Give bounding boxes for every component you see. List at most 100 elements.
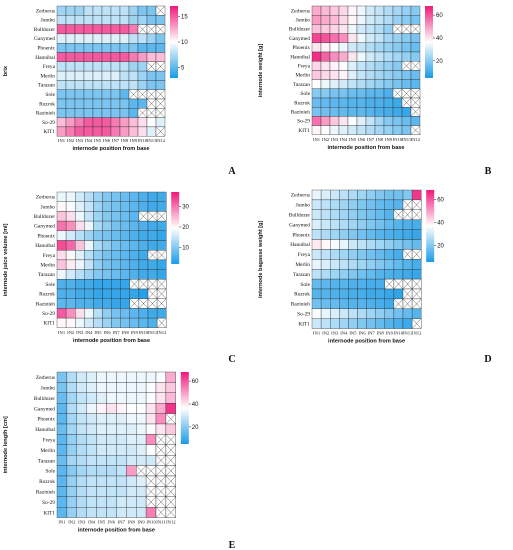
heatmap-cell: [311, 278, 322, 290]
heatmap-cell: [347, 70, 358, 80]
missing-cross-mark: [402, 199, 413, 210]
heatmap-cell: [83, 89, 94, 100]
heatmap-cell: [96, 486, 107, 497]
heatmap-cell: [393, 239, 404, 250]
heatmap-cell: [348, 278, 358, 290]
heatmap-cell: [66, 444, 77, 456]
heatmap-cell: [320, 24, 331, 34]
heatmap-cell: [138, 230, 149, 241]
x-axis-label: internode position from base: [72, 146, 149, 152]
heatmap-cell: [84, 269, 94, 280]
heatmap-cell: [392, 79, 403, 89]
heatmap-cell: [311, 269, 322, 280]
heatmap-cell: [74, 89, 85, 100]
heatmap-cell: [120, 211, 130, 222]
heatmap-cell: [84, 317, 94, 328]
heatmap-cell: [339, 239, 349, 250]
row-label-variety: Freya: [43, 64, 56, 70]
heatmap-cell: [75, 230, 85, 241]
heatmap-cell: [75, 240, 85, 251]
heatmap-cell: [374, 24, 385, 34]
heatmap-cell: [92, 108, 103, 118]
heatmap-cell: [356, 24, 367, 34]
heatmap-cell: [347, 88, 358, 99]
heatmap-cell: [111, 240, 121, 251]
heatmap-cell: [86, 371, 97, 383]
column-label-internode: IN4: [85, 138, 93, 143]
heatmap-cell: [92, 98, 103, 109]
heatmap-cell: [136, 434, 147, 445]
heatmap-panel-internode-weight: Zerberus Jumbo Bulldozer Ganymed Phoenix Hann…: [258, 5, 492, 177]
heatmap-cell: [357, 298, 367, 309]
heatmap-cell: [365, 51, 376, 62]
y-axis-label: internode weight [g]: [258, 44, 264, 98]
heatmap-cell: [56, 117, 67, 128]
heatmap-cell: [136, 455, 147, 466]
heatmap-cell: [74, 61, 85, 72]
heatmap-cell: [155, 15, 166, 25]
heatmap-cell: [126, 496, 137, 508]
heatmap-cell: [116, 423, 127, 435]
heatmap-cell: [128, 80, 139, 90]
heatmap-cell: [65, 279, 76, 290]
heatmap-cell: [101, 24, 112, 35]
heatmap-cell: [65, 80, 76, 90]
heatmap-cell: [120, 317, 130, 328]
heatmap-cell: [383, 42, 394, 53]
row-label-variety: Ruzrok: [39, 292, 55, 298]
heatmap-cell: [56, 455, 68, 466]
heatmap-cell: [65, 98, 76, 109]
heatmap-cell: [65, 269, 76, 280]
heatmap-cell: [402, 318, 413, 329]
heatmap-panel-brix: Zerberus Jumbo Bulldozer Ganymed Phoenix Hann…: [3, 5, 236, 177]
heatmap-cell: [383, 24, 394, 34]
heatmap-cell: [320, 239, 331, 250]
heatmap-cell: [65, 211, 76, 222]
missing-cross-mark: [402, 288, 413, 300]
heatmap-cell: [65, 89, 76, 100]
heatmap-cell: [56, 80, 67, 90]
heatmap-cell: [356, 61, 367, 71]
heatmap-cell: [56, 5, 67, 16]
heatmap-cell: [393, 259, 404, 270]
heatmap-cell: [156, 191, 167, 202]
heatmap-cell: [76, 403, 87, 414]
heatmap-cell: [102, 220, 112, 231]
heatmap-cell: [137, 52, 148, 62]
missing-cross-mark: [411, 298, 422, 309]
heatmap-cell: [137, 126, 148, 137]
heatmap-cell: [96, 465, 107, 477]
heatmap-cell: [65, 33, 76, 44]
heatmap-cell: [75, 259, 85, 270]
missing-cross-mark: [138, 279, 149, 290]
missing-cross-mark: [401, 24, 412, 34]
heatmap-cell: [339, 308, 349, 319]
heatmap-cell: [348, 189, 358, 201]
heatmap-cell: [56, 382, 68, 393]
heatmap-cell: [102, 279, 112, 290]
heatmap-cell: [366, 249, 376, 260]
heatmap-cell: [311, 107, 322, 117]
heatmap-cell: [66, 486, 77, 497]
heatmap-cell: [165, 382, 176, 393]
heatmap-cell: [145, 423, 157, 435]
heatmap-cell: [165, 403, 176, 414]
heatmap-cell: [329, 97, 340, 108]
heatmap-cell: [83, 80, 94, 90]
missing-cross-mark: [410, 107, 421, 117]
heatmap-cell: [92, 43, 103, 53]
colorbar-tick-label: 10: [182, 246, 189, 252]
missing-cross-mark: [145, 465, 157, 477]
heatmap-cell: [83, 33, 94, 44]
missing-cross-mark: [156, 288, 167, 299]
heatmap-cell: [375, 209, 385, 220]
row-label-variety: Razinieh: [36, 489, 55, 495]
heatmap-cell: [129, 308, 140, 319]
heatmap-cell: [374, 61, 385, 71]
heatmap-cell: [65, 220, 76, 231]
heatmap-cell: [393, 199, 404, 210]
heatmap-cell: [402, 308, 413, 319]
x-axis-label: internode position from base: [73, 338, 150, 344]
row-label-variety: So-29: [297, 312, 310, 318]
heatmap-cell: [320, 42, 331, 53]
